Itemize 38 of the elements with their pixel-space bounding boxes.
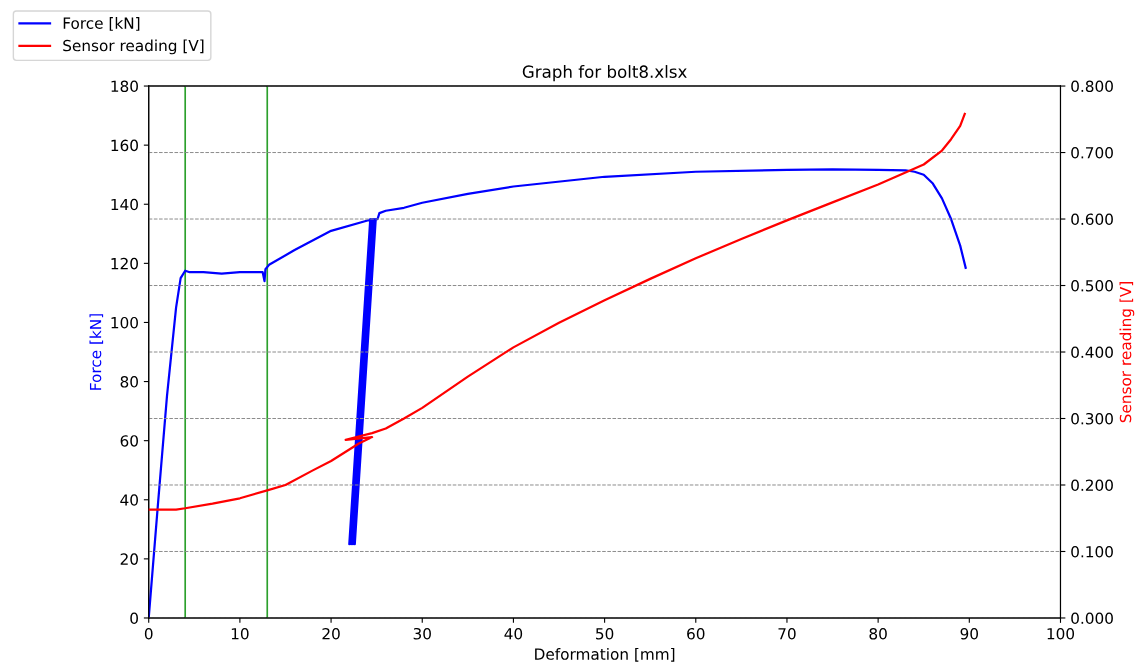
y-tick-label: 100 [111,316,138,329]
x-tick-label: 70 [778,627,796,640]
y2-tick-label: 0.000 [1071,612,1113,624]
line-series [148,168,967,618]
y-tick-label: 160 [111,139,138,152]
y-tick-label: 60 [120,435,138,447]
x-tick-label: 0 [144,627,153,640]
legend-label: Force [kN] [63,17,140,31]
x-tick-label: 50 [596,627,614,640]
x-tick-label: 10 [231,627,249,640]
x-tick-label: 60 [687,627,705,640]
y-tick-label: 80 [120,376,138,388]
y2-tick-label: 0.500 [1071,279,1113,292]
y-tick-label: 120 [111,257,138,270]
y2-axis-title: Sensor reading [V] [1119,282,1135,423]
y-axis-title: Force [kN] [89,314,104,390]
y2-tick-label: 0.600 [1071,213,1113,226]
legend-label: Sensor reading [V] [63,39,204,55]
x-tick-label: 20 [322,627,340,640]
y-tick-label: 40 [120,494,138,506]
x-axis-title: Deformation [mm] [535,648,675,662]
x-tick-label: 80 [869,627,887,640]
x-tick-label: 100 [1047,627,1075,640]
y-tick-label: 180 [111,80,138,93]
x-tick-label: 90 [960,627,979,640]
y2-tick-label: 0.200 [1071,479,1113,492]
y-tick-label: 140 [111,198,138,211]
x-tick-label: 30 [413,627,431,640]
y2-tick-label: 0.100 [1071,545,1113,558]
y2-tick-label: 0.800 [1071,80,1113,93]
y2-tick-label: 0.700 [1071,147,1113,159]
y2-tick-label: 0.400 [1071,346,1113,359]
x-tick-label: 40 [504,627,523,640]
y-tick-label: 20 [120,553,138,565]
y2-tick-label: 0.300 [1071,412,1113,425]
chart-title: Graph for bolt8.xlsx [522,65,687,82]
y-tick-label: 0 [130,612,138,624]
line-series [148,112,966,511]
